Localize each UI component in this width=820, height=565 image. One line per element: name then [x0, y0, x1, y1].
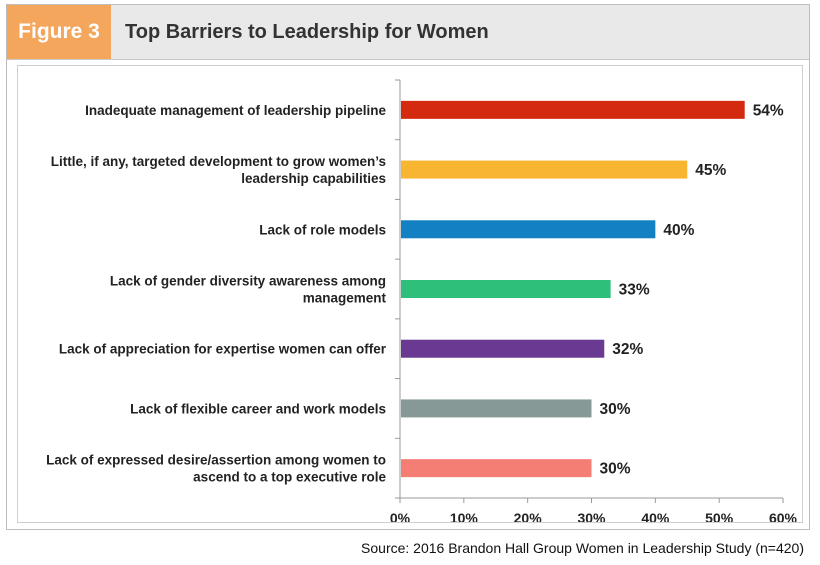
- category-label-line: Lack of gender diversity awareness among: [110, 274, 386, 289]
- bar-value-label: 45%: [695, 162, 726, 179]
- bar-value-label: 30%: [600, 461, 631, 478]
- category-label-line: ascend to a top executive role: [193, 470, 386, 485]
- category-label: Little, if any, targeted development to …: [51, 154, 386, 186]
- bar: [401, 399, 592, 418]
- bar: [401, 220, 656, 239]
- bar-value-label: 33%: [619, 282, 650, 299]
- bar: [401, 160, 688, 179]
- bar: [401, 459, 592, 478]
- x-tick-label: 30%: [577, 510, 606, 522]
- category-label: Lack of role models: [259, 222, 386, 237]
- category-label-line: Inadequate management of leadership pipe…: [85, 103, 386, 118]
- bar-chart: 0% 10% 20% 30% 40% 50% 60% 54% Inadequate manage…: [46, 79, 798, 522]
- category-label: Lack of expressed desire/assertion among…: [46, 453, 386, 485]
- category-label-line: Lack of appreciation for expertise women…: [59, 342, 387, 357]
- category-label-line: Lack of role models: [259, 222, 386, 237]
- category-label: Lack of flexible career and work models: [130, 401, 386, 416]
- category-label-line: Lack of expressed desire/assertion among…: [46, 453, 386, 468]
- figure-header: Figure 3 Top Barriers to Leadership for …: [7, 5, 809, 60]
- figure-title: Top Barriers to Leadership for Women: [125, 20, 489, 43]
- figure-badge: Figure 3: [7, 5, 111, 59]
- category-label-line: Lack of flexible career and work models: [130, 401, 386, 416]
- bar-value-label: 30%: [600, 401, 631, 418]
- category-label-line: management: [303, 291, 387, 306]
- bar-value-label: 40%: [663, 222, 694, 239]
- category-label: Lack of gender diversity awareness among…: [110, 274, 387, 306]
- category-label-line: Little, if any, targeted development to …: [51, 154, 386, 169]
- category-label: Lack of appreciation for expertise women…: [59, 342, 387, 357]
- source-note: Source: 2016 Brandon Hall Group Women in…: [361, 540, 804, 556]
- bar: [401, 100, 745, 119]
- bar: [401, 339, 605, 358]
- bar-value-label: 54%: [753, 102, 784, 119]
- x-tick-label: 60%: [769, 510, 798, 522]
- bar: [401, 280, 611, 298]
- category-label-line: leadership capabilities: [241, 171, 386, 186]
- x-tick-label: 40%: [641, 510, 670, 522]
- bar-value-label: 32%: [612, 341, 643, 358]
- x-tick-label: 20%: [514, 510, 543, 522]
- chart-panel: 0% 10% 20% 30% 40% 50% 60% 54% Inadequate manage…: [17, 65, 803, 523]
- figure-frame: Figure 3 Top Barriers to Leadership for …: [6, 4, 810, 530]
- x-tick-label: 10%: [450, 510, 479, 522]
- x-tick-label: 50%: [705, 510, 734, 522]
- x-tick-label: 0%: [390, 510, 411, 522]
- category-label: Inadequate management of leadership pipe…: [85, 103, 386, 118]
